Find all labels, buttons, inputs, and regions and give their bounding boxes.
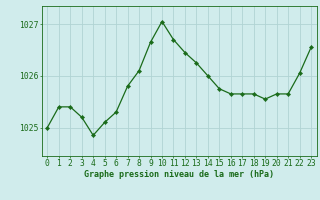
X-axis label: Graphe pression niveau de la mer (hPa): Graphe pression niveau de la mer (hPa) <box>84 170 274 179</box>
